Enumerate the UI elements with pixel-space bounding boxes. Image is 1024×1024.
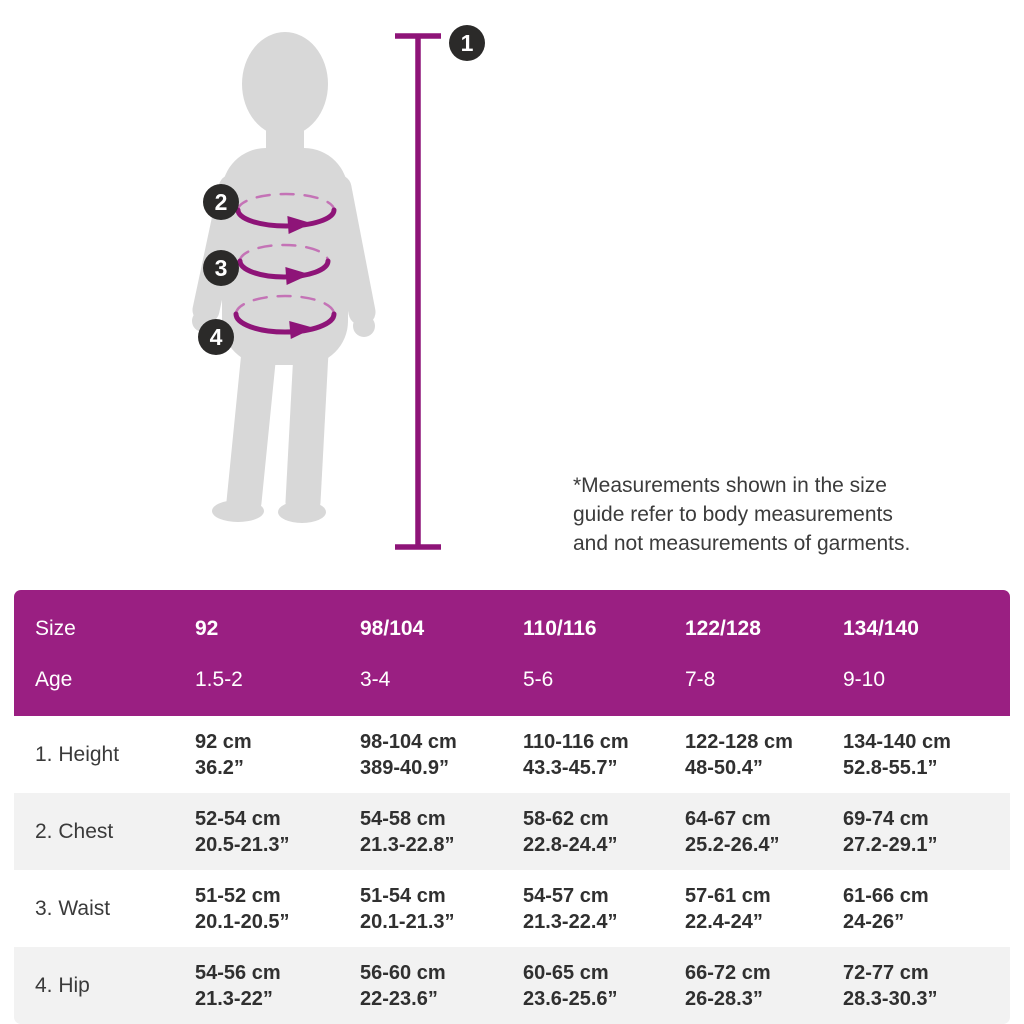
age-col-5: 9-10 — [843, 668, 886, 691]
table-row-height: 1. Height 92 cm 36.2” 98-104 cm 389-40.9… — [14, 716, 1010, 793]
age-col-2: 3-4 — [360, 668, 391, 691]
age-header-row: Age 1.5-2 3-4 5-6 7-8 9-10 — [14, 668, 1010, 692]
size-header-label: Size — [35, 617, 76, 640]
marker-badge-chest: 2 — [203, 184, 239, 220]
hip-cell-134-140: 72-77 cm 28.3-30.3” — [843, 961, 938, 1010]
waist-cell-134-140: 61-66 cm 24-26” — [843, 884, 929, 933]
height-cell-110-116: 110-116 cm 43.3-45.7” — [523, 730, 629, 779]
disclaimer-line-3: and not measurements of garments. — [573, 532, 911, 555]
table-row-chest: 2. Chest 52-54 cm 20.5-21.3” 54-58 cm 21… — [14, 793, 1010, 870]
row-label-hip: 4. Hip — [35, 973, 90, 997]
age-col-3: 5-6 — [523, 668, 554, 691]
waist-cell-122-128: 57-61 cm 22.4-24” — [685, 884, 771, 933]
measurement-disclaimer: *Measurements shown in the size guide re… — [573, 471, 973, 558]
size-guide-table: Size 92 98/104 110/116 122/128 134/140 A… — [14, 590, 1010, 1024]
size-col-134-140: 134/140 — [843, 617, 919, 640]
size-header-row: Size 92 98/104 110/116 122/128 134/140 — [14, 617, 1010, 641]
size-col-110-116: 110/116 — [523, 617, 597, 640]
hip-cell-122-128: 66-72 cm 26-28.3” — [685, 961, 771, 1010]
hip-cell-92: 54-56 cm 21.3-22” — [195, 961, 281, 1010]
age-col-1: 1.5-2 — [195, 668, 243, 691]
row-label-chest: 2. Chest — [35, 819, 114, 843]
height-cell-122-128: 122-128 cm 48-50.4” — [685, 730, 793, 779]
height-cell-134-140: 134-140 cm 52.8-55.1” — [843, 730, 951, 779]
chest-cell-92: 52-54 cm 20.5-21.3” — [195, 807, 290, 856]
size-table-header: Size 92 98/104 110/116 122/128 134/140 A… — [14, 590, 1010, 716]
waist-cell-110-116: 54-57 cm 21.3-22.4” — [523, 884, 618, 933]
child-silhouette-figure — [192, 32, 441, 550]
waist-cell-92: 51-52 cm 20.1-20.5” — [195, 884, 290, 933]
table-row-hip: 4. Hip 54-56 cm 21.3-22” 56-60 cm 22-23.… — [14, 947, 1010, 1024]
chest-cell-98-104: 54-58 cm 21.3-22.8” — [360, 807, 455, 856]
marker-badge-hip: 4 — [198, 319, 234, 355]
waist-cell-98-104: 51-54 cm 20.1-21.3” — [360, 884, 455, 933]
marker-badge-waist: 3 — [203, 250, 239, 286]
age-header-label: Age — [35, 668, 73, 691]
disclaimer-line-2: guide refer to body measurements — [573, 503, 893, 526]
height-cell-92: 92 cm 36.2” — [195, 730, 252, 779]
child-silhouette — [192, 32, 376, 523]
waist-measure-ellipse-icon — [237, 243, 331, 285]
hip-measure-ellipse-icon — [233, 294, 337, 339]
chest-cell-110-116: 58-62 cm 22.8-24.4” — [523, 807, 618, 856]
chest-cell-122-128: 64-67 cm 25.2-26.4” — [685, 807, 780, 856]
height-cell-98-104: 98-104 cm 389-40.9” — [360, 730, 457, 779]
age-col-4: 7-8 — [685, 668, 716, 691]
measurement-diagram: 1 2 3 4 — [192, 25, 485, 550]
size-col-98-104: 98/104 — [360, 617, 425, 640]
table-row-waist: 3. Waist 51-52 cm 20.1-20.5” 51-54 cm 20… — [14, 870, 1010, 947]
chest-measure-ellipse-icon — [235, 192, 337, 234]
size-col-92: 92 — [195, 617, 219, 640]
hip-cell-98-104: 56-60 cm 22-23.6” — [360, 961, 446, 1010]
disclaimer-line-1: *Measurements shown in the size — [573, 474, 887, 497]
size-col-122-128: 122/128 — [685, 617, 761, 640]
marker-badge-height: 1 — [449, 25, 485, 61]
hip-cell-110-116: 60-65 cm 23.6-25.6” — [523, 961, 618, 1010]
row-label-waist: 3. Waist — [35, 896, 111, 920]
chest-cell-134-140: 69-74 cm 27.2-29.1” — [843, 807, 938, 856]
height-measure-line-icon — [395, 33, 441, 550]
row-label-height: 1. Height — [35, 742, 120, 766]
